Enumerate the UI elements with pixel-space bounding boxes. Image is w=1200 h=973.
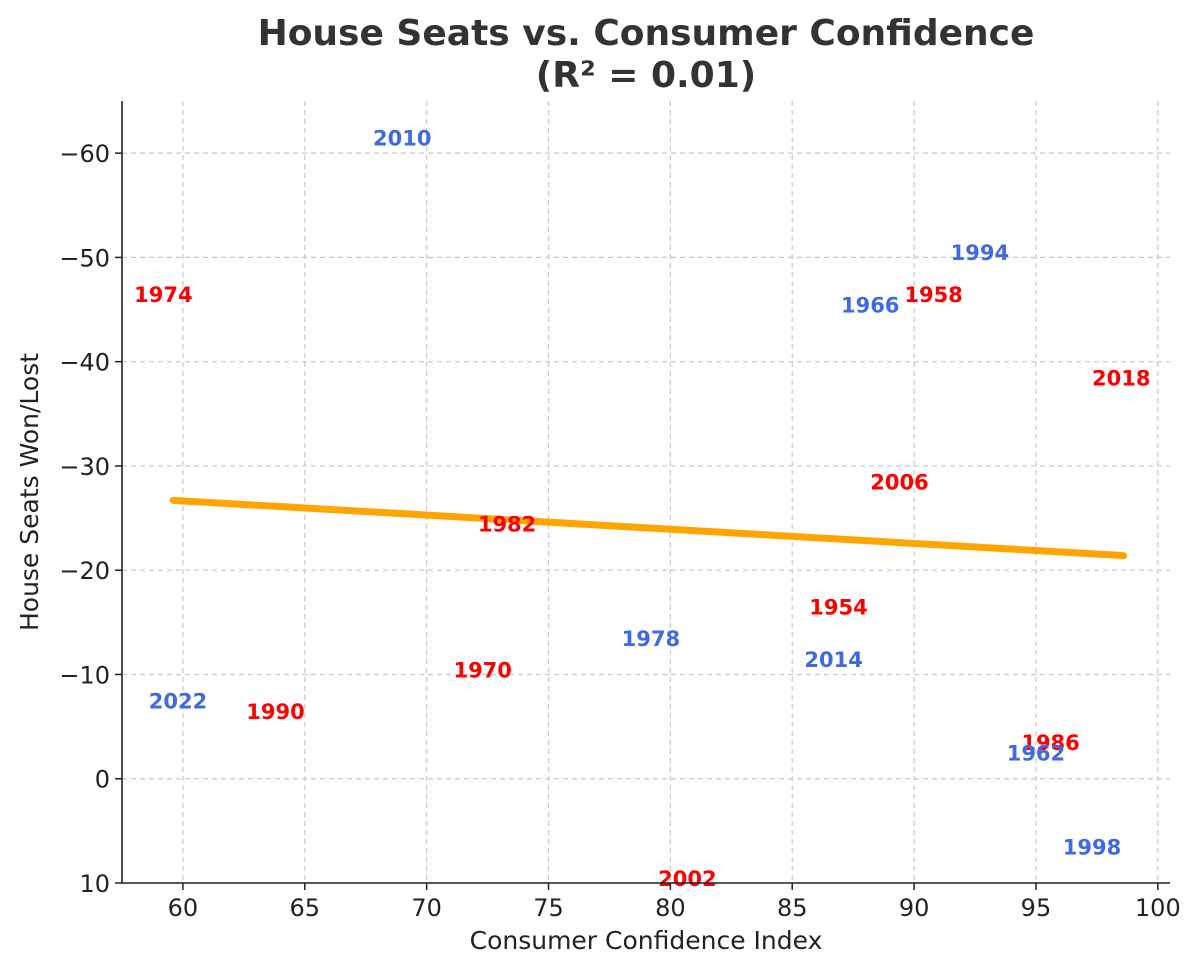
y-axis-label: House Seats Won/Lost (15, 353, 44, 631)
point-label-1978: 1978 (622, 627, 680, 651)
axes (121, 101, 1170, 884)
point-label-1998: 1998 (1063, 836, 1121, 860)
x-tick-label: 70 (411, 894, 442, 922)
point-label-1990: 1990 (246, 700, 304, 724)
point-label-1986: 1986 (1021, 731, 1079, 755)
point-label-2010: 2010 (373, 126, 431, 150)
x-ticks: 60 65 70 75 80 85 90 95 100 (168, 883, 1181, 922)
point-label-2006: 2006 (870, 471, 928, 495)
x-tick-label: 90 (899, 894, 930, 922)
point-label-1970: 1970 (453, 658, 511, 682)
y-ticks: −60 −50 −40 −30 −20 −10 0 10 (59, 140, 122, 898)
y-tick-label: −60 (59, 140, 110, 168)
point-label-1994: 1994 (951, 241, 1009, 265)
y-tick-label: −20 (59, 557, 110, 585)
point-label-1954: 1954 (809, 596, 867, 620)
point-label-2018: 2018 (1092, 366, 1150, 390)
x-tick-label: 60 (168, 894, 199, 922)
y-tick-label: −10 (59, 661, 110, 689)
trendline-group (169, 496, 1128, 560)
chart-title-line1: House Seats vs. Consumer Confidence (258, 13, 1035, 54)
x-axis-label: Consumer Confidence Index (470, 926, 823, 955)
point-label-2022: 2022 (149, 690, 207, 714)
x-tick-label: 100 (1135, 894, 1181, 922)
point-label-2014: 2014 (804, 648, 862, 672)
x-tick-label: 95 (1021, 894, 1052, 922)
grid (122, 101, 1170, 884)
y-tick-label: 0 (95, 766, 110, 794)
trendline (169, 496, 1128, 560)
point-label-1962: 1962 (1007, 742, 1065, 766)
y-tick-label: −40 (59, 349, 110, 377)
point-labels: 2010 1974 1994 1966 1958 2018 2006 1982 1954 1978… (134, 126, 1150, 890)
x-tick-label: 65 (290, 894, 321, 922)
x-tick-label: 75 (533, 894, 564, 922)
point-label-1974: 1974 (134, 283, 192, 307)
chart-title-line2: (R² = 0.01) (536, 55, 756, 96)
point-label-2002: 2002 (658, 867, 716, 891)
y-tick-label: −50 (59, 244, 110, 272)
y-tick-label: −30 (59, 453, 110, 481)
y-tick-label: 10 (79, 870, 110, 898)
point-label-1958: 1958 (904, 283, 962, 307)
point-label-1966: 1966 (841, 293, 899, 317)
x-tick-label: 85 (777, 894, 808, 922)
point-label-1982: 1982 (478, 512, 536, 536)
x-tick-label: 80 (655, 894, 686, 922)
